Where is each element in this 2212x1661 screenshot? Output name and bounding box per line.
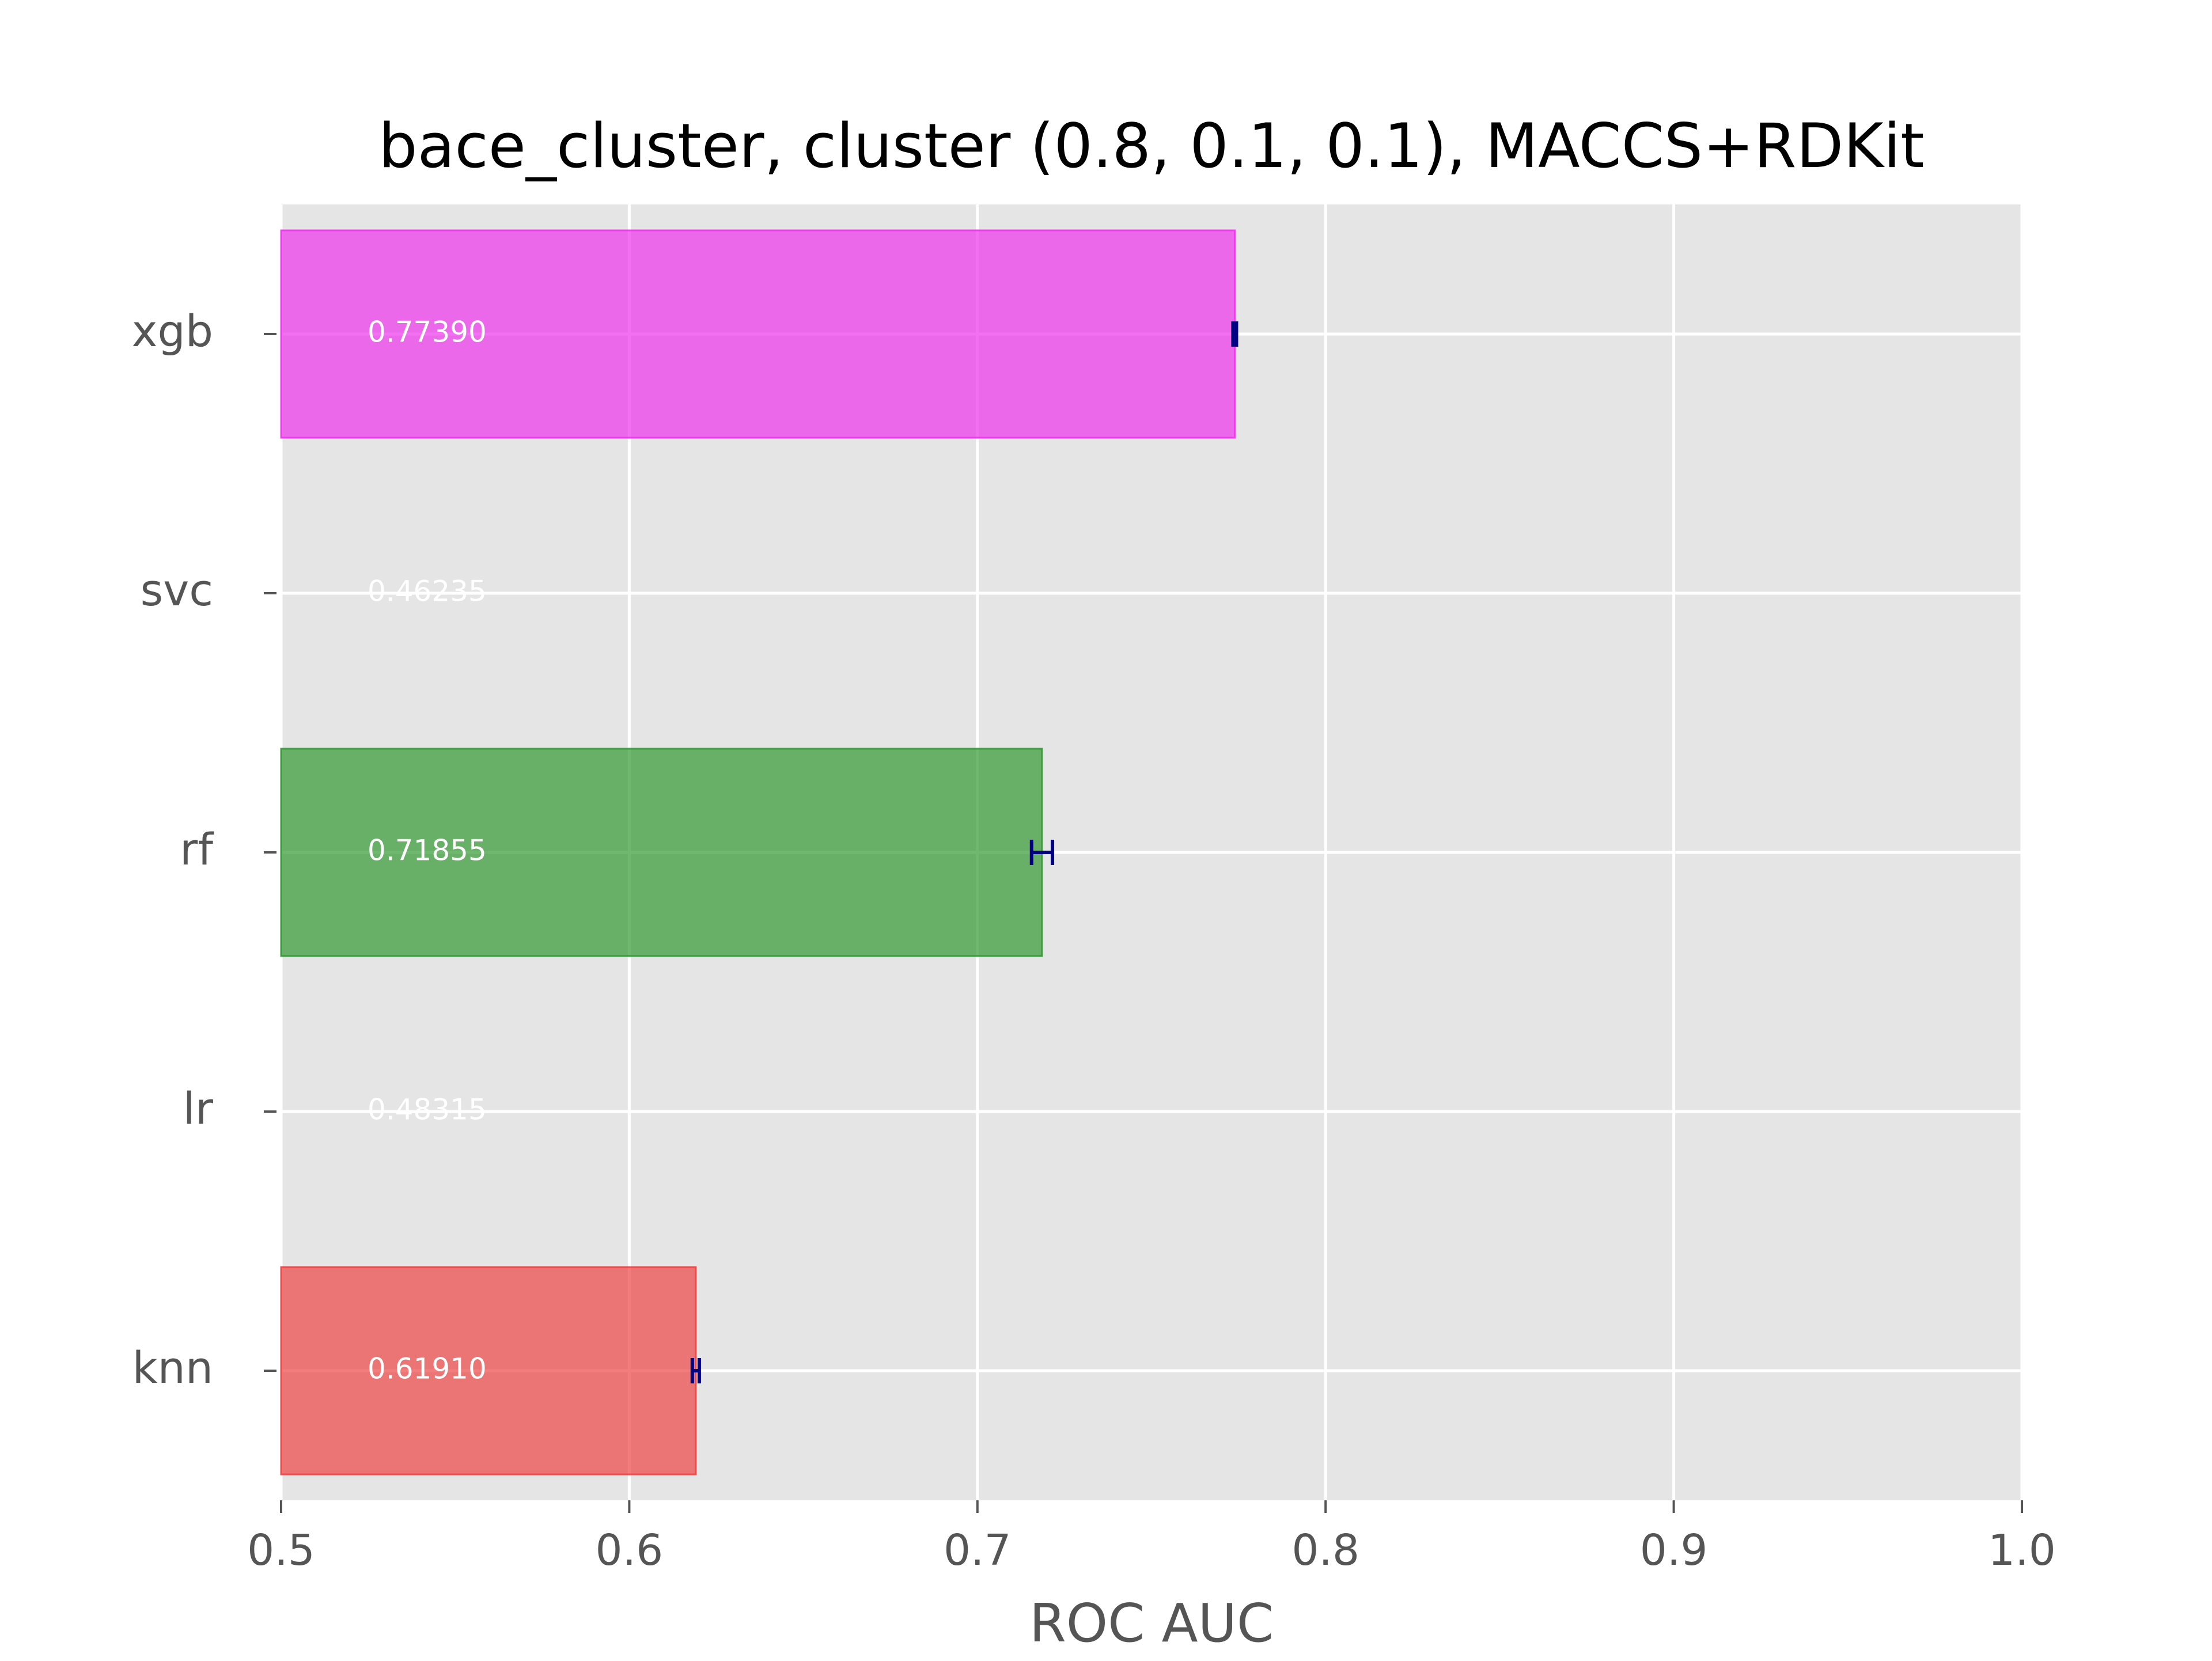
x-axis-label: ROC AUC: [1029, 1592, 1274, 1654]
x-tick-label: 0.7: [944, 1526, 1012, 1575]
x-tick-label: 0.9: [1640, 1526, 1708, 1575]
x-tick-label: 1.0: [1988, 1526, 2056, 1575]
x-tick-label: 0.5: [247, 1526, 315, 1575]
y-tick-label-xgb: xgb: [132, 305, 213, 357]
bar-rf: [280, 748, 1043, 957]
value-label-xgb: 0.77390: [368, 316, 487, 349]
value-label-rf: 0.71855: [368, 834, 487, 867]
y-tick-label-rf: rf: [180, 824, 214, 875]
value-label-knn: 0.61910: [368, 1352, 487, 1386]
bars: 0.61910 0.48315 0.71855 0.46235 0.77390: [280, 229, 1238, 1476]
x-tick-label: 0.8: [1291, 1526, 1359, 1575]
chart-title: bace_cluster, cluster (0.8, 0.1, 0.1), M…: [378, 111, 1924, 181]
x-tick-label: 0.6: [596, 1526, 664, 1575]
axes: knn lr rf svc xgb 0.5 0.6 0.7 0.8 0.9 1.0: [132, 305, 2056, 1575]
value-label-lr: 0.48315: [368, 1093, 487, 1127]
bar-knn: [280, 1266, 697, 1476]
y-tick-label-knn: knn: [132, 1342, 213, 1393]
y-tick-label-svc: svc: [141, 564, 213, 616]
y-tick-label-lr: lr: [183, 1083, 214, 1134]
bar-xgb: [280, 229, 1236, 439]
value-label-svc: 0.46235: [368, 575, 487, 608]
